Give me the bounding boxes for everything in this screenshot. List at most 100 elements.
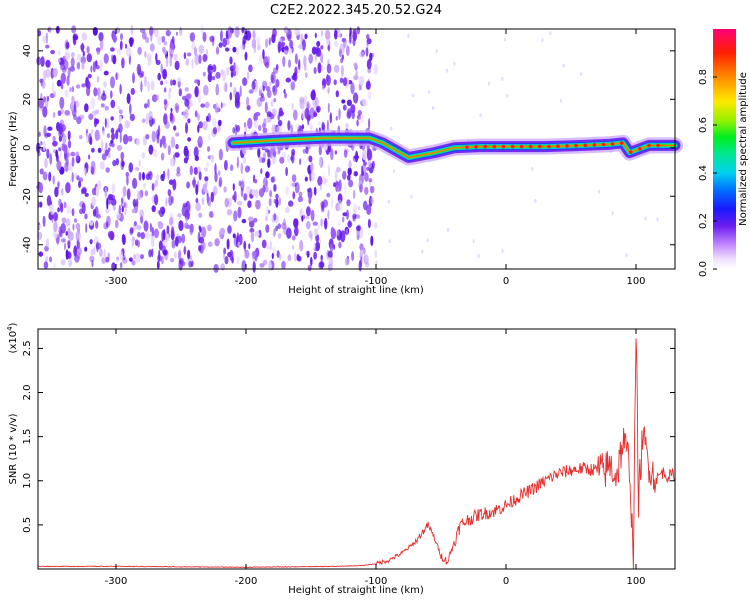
noise-cell: [154, 194, 159, 206]
noise-cell: [48, 26, 52, 34]
noise-cell: [203, 84, 209, 96]
noise-cell: [373, 63, 378, 75]
noise-cell: [136, 63, 142, 76]
noise-cell: [211, 36, 215, 47]
noise-cell: [534, 198, 537, 203]
noise-cell: [342, 77, 348, 87]
noise-cell: [122, 134, 129, 145]
noise-cell: [367, 218, 371, 229]
noise-cell: [371, 160, 375, 169]
noise-cell: [122, 254, 126, 261]
noise-cell: [155, 53, 158, 62]
noise-cell: [156, 134, 160, 144]
noise-cell: [232, 69, 237, 77]
noise-cell: [88, 154, 91, 160]
noise-cell: [181, 233, 186, 244]
noise-cell: [254, 231, 260, 237]
noise-cell: [202, 241, 206, 250]
noise-cell: [102, 130, 106, 136]
noise-cell: [140, 254, 144, 260]
noise-cell: [167, 145, 171, 156]
noise-cell: [115, 129, 119, 140]
noise-cell: [327, 250, 333, 258]
noise-cell: [256, 36, 261, 49]
noise-cell: [55, 149, 59, 158]
noise-cell: [317, 62, 322, 74]
noise-cell: [49, 153, 53, 165]
noise-cell: [541, 38, 544, 43]
noise-cell: [145, 173, 151, 181]
noise-cell: [198, 171, 202, 181]
noise-cell: [359, 243, 364, 251]
noise-cell: [656, 217, 659, 222]
noise-cell: [90, 65, 93, 73]
noise-cell: [48, 214, 53, 220]
noise-cell: [68, 231, 74, 241]
noise-cell: [411, 93, 415, 98]
noise-cell: [347, 167, 352, 176]
noise-cell: [353, 171, 358, 177]
noise-cell: [75, 84, 81, 89]
noise-cell: [291, 102, 294, 111]
noise-cell: [95, 109, 100, 115]
noise-cell: [84, 246, 88, 252]
noise-cell: [212, 126, 218, 135]
noise-cell: [197, 124, 200, 133]
noise-cell: [207, 241, 213, 247]
noise-cell: [103, 81, 107, 88]
noise-cell: [204, 176, 209, 182]
noise-cell: [147, 58, 152, 66]
noise-cell: [129, 257, 133, 262]
noise-cell: [369, 52, 373, 62]
noise-cell: [97, 96, 102, 101]
noise-cell: [156, 94, 159, 101]
noise-cell: [90, 248, 94, 256]
noise-cell: [185, 217, 188, 223]
noise-cell: [86, 53, 93, 63]
noise-cell: [297, 196, 303, 203]
colorbar-ticks: 0.0 0.2 0.4 0.6 0.8: [698, 69, 717, 277]
noise-cell: [39, 201, 43, 208]
noise-cell: [42, 171, 48, 181]
noise-cell: [327, 263, 333, 272]
ridge-peak: [629, 150, 633, 154]
noise-cell: [259, 96, 265, 102]
noise-cell: [36, 56, 41, 66]
noise-cell: [218, 176, 223, 187]
noise-cell: [232, 183, 235, 191]
noise-cell: [367, 160, 372, 169]
noise-cell: [368, 178, 373, 183]
noise-cell: [75, 223, 81, 230]
noise-cell: [130, 24, 134, 36]
noise-cell: [121, 197, 124, 204]
noise-cell: [239, 85, 242, 98]
x-tick-label: -300: [105, 276, 128, 287]
noise-cell: [435, 49, 438, 53]
noise-cell: [91, 147, 95, 153]
noise-cell: [70, 151, 76, 157]
colorbar-gradient: [713, 29, 736, 269]
noise-cell: [137, 190, 143, 200]
noise-cell: [86, 81, 91, 89]
noise-cell: [285, 206, 290, 214]
noise-cell: [316, 40, 321, 47]
noise-cell: [177, 81, 181, 88]
noise-cell: [273, 98, 277, 103]
noise-cell: [235, 91, 240, 104]
noise-cell: [194, 46, 197, 56]
ridge-peak: [501, 144, 506, 149]
noise-cell: [235, 46, 239, 56]
snr-exponent-power: 4: [6, 326, 14, 331]
noise-cell: [325, 74, 331, 86]
x-tick-label: 0: [503, 576, 509, 587]
noise-cell: [91, 110, 97, 117]
noise-cell: [53, 220, 58, 232]
noise-cell: [244, 51, 248, 61]
noise-cell: [172, 178, 177, 191]
x-tick-label: -100: [365, 576, 388, 587]
noise-cell: [61, 187, 64, 196]
noise-cell: [178, 88, 182, 97]
noise-cell: [82, 51, 85, 57]
noise-cell: [65, 41, 70, 50]
noise-cell: [110, 99, 116, 109]
